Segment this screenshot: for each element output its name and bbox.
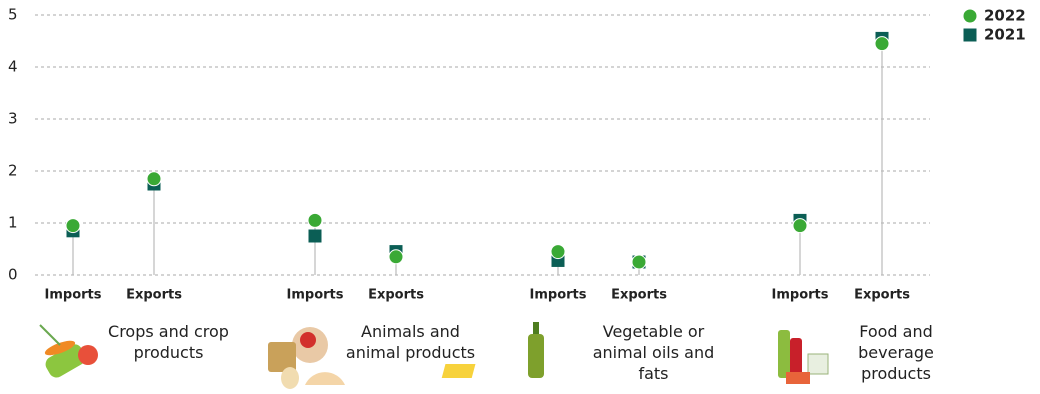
y-tick-label: 4 bbox=[8, 58, 18, 76]
x-tick-label: Imports bbox=[530, 288, 587, 303]
x-tick-label: Exports bbox=[126, 288, 182, 303]
y-tick-label: 1 bbox=[8, 214, 18, 232]
square bbox=[963, 28, 977, 42]
x-tick-label: Exports bbox=[368, 288, 424, 303]
dot bbox=[146, 171, 162, 187]
y-tick-label: 0 bbox=[8, 266, 18, 284]
dot bbox=[307, 212, 323, 228]
icon-animals bbox=[268, 327, 345, 389]
group-label: Crops and crop products bbox=[108, 322, 229, 362]
dot bbox=[962, 8, 978, 24]
square bbox=[308, 229, 322, 243]
dot bbox=[388, 249, 404, 265]
x-tick-label: Imports bbox=[287, 288, 344, 303]
icon-oils bbox=[441, 322, 544, 378]
x-tick-label: Exports bbox=[611, 288, 667, 303]
x-tick-label: Imports bbox=[772, 288, 829, 303]
dot bbox=[792, 218, 808, 234]
y-tick-label: 3 bbox=[8, 110, 18, 128]
y-tick-label: 5 bbox=[8, 6, 18, 24]
group-label: Food and beverage products bbox=[858, 322, 934, 383]
icon-food bbox=[778, 330, 829, 384]
x-tick-label: Imports bbox=[45, 288, 102, 303]
legend-label: 2022 bbox=[984, 7, 1026, 25]
y-tick-label: 2 bbox=[8, 162, 18, 180]
group-label: Animals and animal products bbox=[345, 322, 476, 362]
icon-crops bbox=[39, 324, 98, 378]
dot bbox=[65, 218, 81, 234]
dot bbox=[631, 254, 647, 270]
x-tick-label: Exports bbox=[854, 288, 910, 303]
group-label: Vegetable or animal oils and fats bbox=[592, 322, 715, 383]
dot bbox=[550, 244, 566, 260]
dot bbox=[874, 36, 890, 52]
legend-label: 2021 bbox=[984, 26, 1026, 44]
